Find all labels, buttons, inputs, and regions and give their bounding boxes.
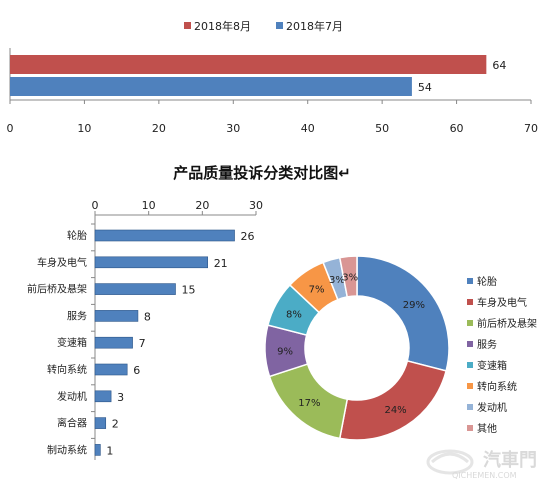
- category-label-8: 制动系统: [47, 443, 87, 456]
- donut-legend-swatch-7: [467, 425, 473, 431]
- category-label-6: 发动机: [57, 390, 87, 403]
- donut-legend-label-7: 其他: [477, 422, 497, 435]
- category-label-1: 车身及电气: [37, 256, 87, 269]
- watermark-subtext: QICHEMEN.COM: [452, 471, 517, 480]
- category-value-1: 21: [214, 257, 228, 270]
- top-tick-label-6: 60: [450, 122, 464, 135]
- category-value-5: 6: [133, 364, 140, 377]
- category-bar-3: [94, 310, 139, 322]
- complaint-share-donut: 29% 24% 17% 9% 8% 7% 3%3%: [264, 255, 450, 441]
- donut-legend-label-0: 轮胎: [477, 275, 497, 288]
- category-bar-1: [94, 256, 208, 269]
- donut-legend-label-5: 转向系统: [477, 380, 517, 393]
- category-bar-2: [94, 283, 176, 295]
- donut-legend-swatch-1: [467, 299, 473, 305]
- monthly-comparison-chart: 2018年8月 2018年7月 64 54 0 10 20 30 40 50 60 70: [7, 19, 539, 135]
- top-bar-1: [10, 77, 412, 96]
- top-tick-label-5: 50: [375, 122, 389, 135]
- category-bar-6: [94, 390, 112, 403]
- donut-legend-swatch-2: [467, 320, 473, 326]
- donut-slice-label-4: 8%: [286, 309, 302, 320]
- top-tick-label-7: 70: [524, 122, 538, 135]
- donut-slice-label-3: 9%: [277, 346, 293, 357]
- category-bar-5: [94, 363, 128, 376]
- donut-slice-label-5: 7%: [309, 284, 325, 295]
- category-label-4: 变速箱: [57, 336, 87, 349]
- donut-slice-label-2: 17%: [298, 398, 320, 409]
- category-value-8: 1: [106, 444, 113, 457]
- category-label-2: 前后桥及悬架: [27, 283, 87, 296]
- donut-slice-1: [338, 360, 448, 441]
- top-tick-label-3: 30: [226, 122, 240, 135]
- cat-tick-label-1: 10: [142, 199, 156, 212]
- category-label-3: 服务: [67, 309, 87, 322]
- donut-slice-0: [356, 255, 450, 372]
- legend-label-1: 2018年7月: [286, 19, 343, 33]
- category-label-0: 轮胎: [67, 229, 87, 242]
- legend-swatch-0: [184, 22, 191, 29]
- category-label-7: 离合器: [57, 417, 87, 430]
- category-bar-4: [94, 336, 133, 349]
- category-x-ticks: 0 10 20 30: [92, 199, 263, 215]
- cat-tick-label-2: 20: [195, 199, 209, 212]
- top-tick-label-1: 10: [77, 122, 91, 135]
- category-bar-0: [94, 229, 235, 242]
- donut-slice-label-1: 24%: [384, 405, 406, 416]
- top-tick-label-2: 20: [152, 122, 166, 135]
- category-value-7: 2: [112, 418, 119, 431]
- top-bar-value-1: 54: [418, 81, 432, 94]
- category-label-5: 转向系统: [47, 363, 87, 376]
- donut-slice-label-7: 3%: [342, 272, 358, 283]
- donut-legend-label-6: 发动机: [477, 401, 507, 414]
- donut-legend-label-2: 前后桥及悬架: [477, 317, 537, 330]
- category-value-4: 7: [139, 337, 146, 350]
- donut-legend-swatch-5: [467, 383, 473, 389]
- category-bars: 轮胎 26 车身及电气 21 前后桥及悬架 15 服务 8 变速箱 7 转向系统 6 发动机 3 离合器 2 制…: [27, 223, 255, 457]
- category-bar-8: [94, 444, 101, 456]
- donut-slice-label-0: 29%: [403, 300, 425, 311]
- top-bars: 64 54: [10, 55, 506, 96]
- top-bar-value-0: 64: [492, 59, 506, 72]
- top-tick-label-4: 40: [301, 122, 315, 135]
- cat-tick-label-3: 30: [249, 199, 263, 212]
- category-value-6: 3: [117, 391, 124, 404]
- donut-legend-swatch-4: [467, 362, 473, 368]
- donut-slice-label-6: 3%: [329, 275, 345, 286]
- legend-swatch-1: [276, 22, 283, 29]
- cat-tick-label-0: 0: [92, 199, 99, 212]
- top-x-ticks: 0 10 20 30 40 50 60 70: [7, 100, 538, 135]
- top-legend: 2018年8月 2018年7月: [184, 19, 343, 33]
- donut-legend-label-4: 变速箱: [477, 359, 507, 372]
- top-bar-0: [10, 55, 487, 74]
- donut-legend-swatch-0: [467, 278, 473, 284]
- donut-slice-7: [338, 255, 358, 298]
- donut-legend-label-3: 服务: [477, 338, 497, 351]
- category-value-3: 8: [144, 310, 151, 323]
- category-bar-7: [94, 417, 107, 429]
- donut-legend-swatch-3: [467, 341, 473, 347]
- watermark-text: 汽車門: [483, 449, 537, 471]
- category-value-0: 26: [241, 230, 255, 243]
- category-value-2: 15: [182, 284, 196, 297]
- watermark-logo: [426, 449, 474, 475]
- donut-legend-swatch-6: [467, 404, 473, 410]
- legend-label-0: 2018年8月: [194, 19, 251, 33]
- donut-legend-label-1: 车身及电气: [477, 296, 527, 309]
- chart-title: 产品质量投诉分类对比图↵: [173, 164, 351, 182]
- top-tick-label-0: 0: [7, 122, 14, 135]
